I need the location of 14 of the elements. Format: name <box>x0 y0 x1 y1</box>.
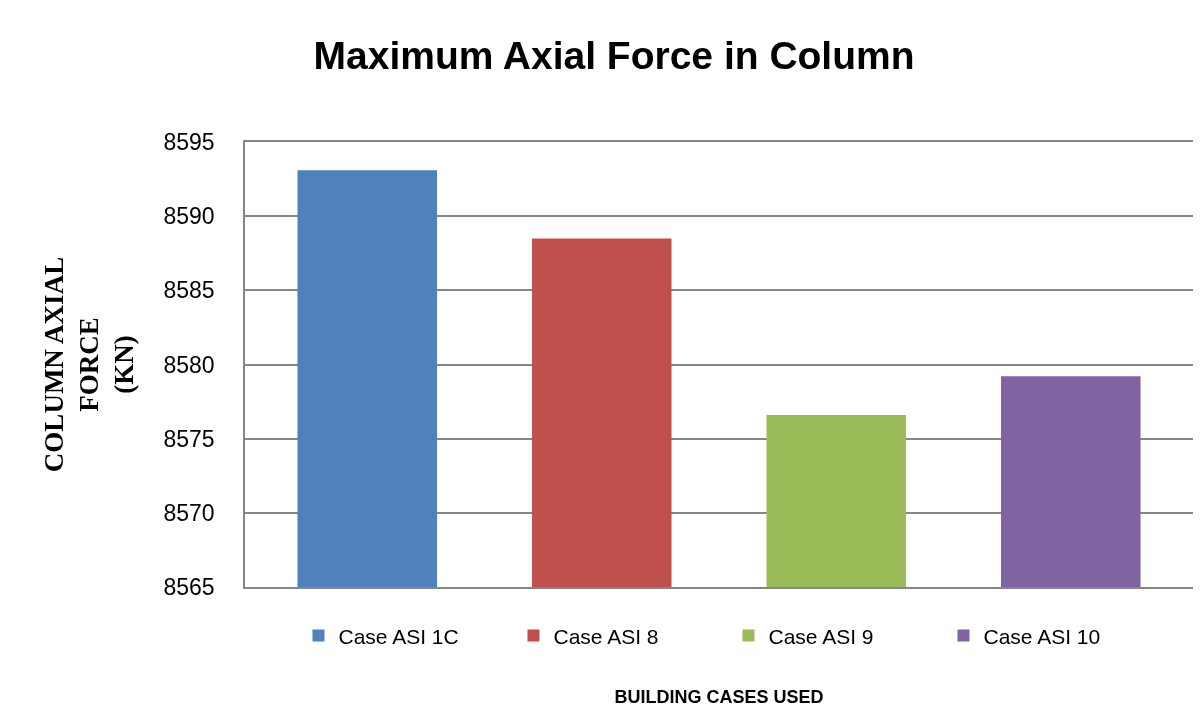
y-tick-label: 8575 <box>163 425 215 452</box>
y-tick-label: 8580 <box>163 351 215 378</box>
legend-label: Case ASI 8 <box>553 624 659 648</box>
y-tick-label: 8595 <box>163 129 215 156</box>
y-tick-label: 8590 <box>163 203 215 230</box>
legend-label: Case ASI 9 <box>768 624 874 648</box>
legend-label: Case ASI 1C <box>338 624 459 648</box>
legend-label: Case ASI 10 <box>983 624 1101 648</box>
y-tick-label: 8570 <box>163 499 215 526</box>
x-axis-title: BUILDING CASES USED <box>614 686 824 707</box>
y-axis-title: COLUMN AXIAL FORCE (KN) <box>38 256 140 473</box>
y-tick-label: 8585 <box>163 277 215 304</box>
y-tick-label: 8565 <box>163 574 215 601</box>
chart-title: Maximum Axial Force in Column <box>313 33 915 77</box>
